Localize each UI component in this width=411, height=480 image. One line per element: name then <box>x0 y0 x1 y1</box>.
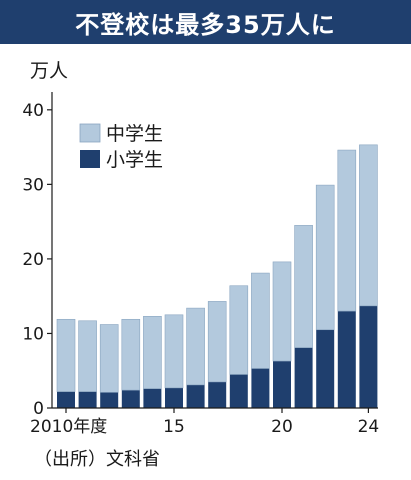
y-axis-unit-label: 万人 <box>30 60 69 82</box>
bar-elementary-2018 <box>229 374 248 408</box>
bar-junior-high-2019 <box>251 272 270 369</box>
bar-junior-high-2018 <box>229 285 249 375</box>
bar-junior-high-2010 <box>56 318 76 392</box>
source-note: （出所）文科省 <box>34 449 160 470</box>
bar-junior-high-2013 <box>121 318 141 391</box>
x-tick-label-2015: 15 <box>163 417 185 437</box>
bar-elementary-2012 <box>100 392 119 408</box>
bar-elementary-2022 <box>316 329 335 408</box>
bar-junior-high-2014 <box>143 316 162 389</box>
bar-junior-high-2012 <box>99 324 119 393</box>
x-tick-label-2010: 2010年度 <box>30 417 107 437</box>
legend-label-junior-high: 中学生 <box>106 123 163 145</box>
y-tick-label-10: 10 <box>22 324 44 344</box>
bar-elementary-2024 <box>359 305 378 408</box>
axes-group: 0 10 20 30 40 2010年度 15 20 24 <box>22 92 379 437</box>
bar-elementary-2021 <box>294 347 313 408</box>
bar-junior-high-2016 <box>186 307 205 386</box>
legend-swatch-junior-high <box>79 123 101 143</box>
bar-junior-high-2023 <box>337 149 357 312</box>
bar-junior-high-2024 <box>359 144 378 307</box>
x-tick-label-2024: 24 <box>358 417 380 437</box>
y-tick-label-30: 30 <box>22 175 44 195</box>
bar-junior-high-2021 <box>294 225 313 348</box>
bar-elementary-2023 <box>337 311 356 408</box>
bar-elementary-2017 <box>208 381 227 408</box>
bar-elementary-2011 <box>78 391 97 408</box>
bar-junior-high-2015 <box>164 314 184 389</box>
y-tick-label-0: 0 <box>33 399 44 419</box>
bar-elementary-2010 <box>57 391 75 408</box>
legend-swatch-elementary <box>80 150 100 168</box>
y-tick-label-20: 20 <box>22 250 44 270</box>
bar-elementary-2020 <box>273 361 291 408</box>
bar-junior-high-2017 <box>207 301 227 383</box>
chart-title: 不登校は最多35万人に <box>75 10 336 39</box>
chart-title-bar: 不登校は最多35万人に <box>0 0 411 44</box>
bar-elementary-2016 <box>186 384 205 408</box>
bar-elementary-2014 <box>143 388 162 408</box>
bar-junior-high-2011 <box>78 320 97 392</box>
bar-elementary-2015 <box>165 387 183 408</box>
bar-junior-high-2022 <box>315 184 335 331</box>
x-tick-label-2020: 20 <box>271 417 293 437</box>
bar-elementary-2013 <box>121 390 140 408</box>
bars-group <box>56 144 378 408</box>
y-tick-label-40: 40 <box>22 101 44 121</box>
legend-label-elementary: 小学生 <box>106 149 163 171</box>
bar-junior-high-2020 <box>272 261 292 362</box>
bar-elementary-2019 <box>251 368 270 408</box>
